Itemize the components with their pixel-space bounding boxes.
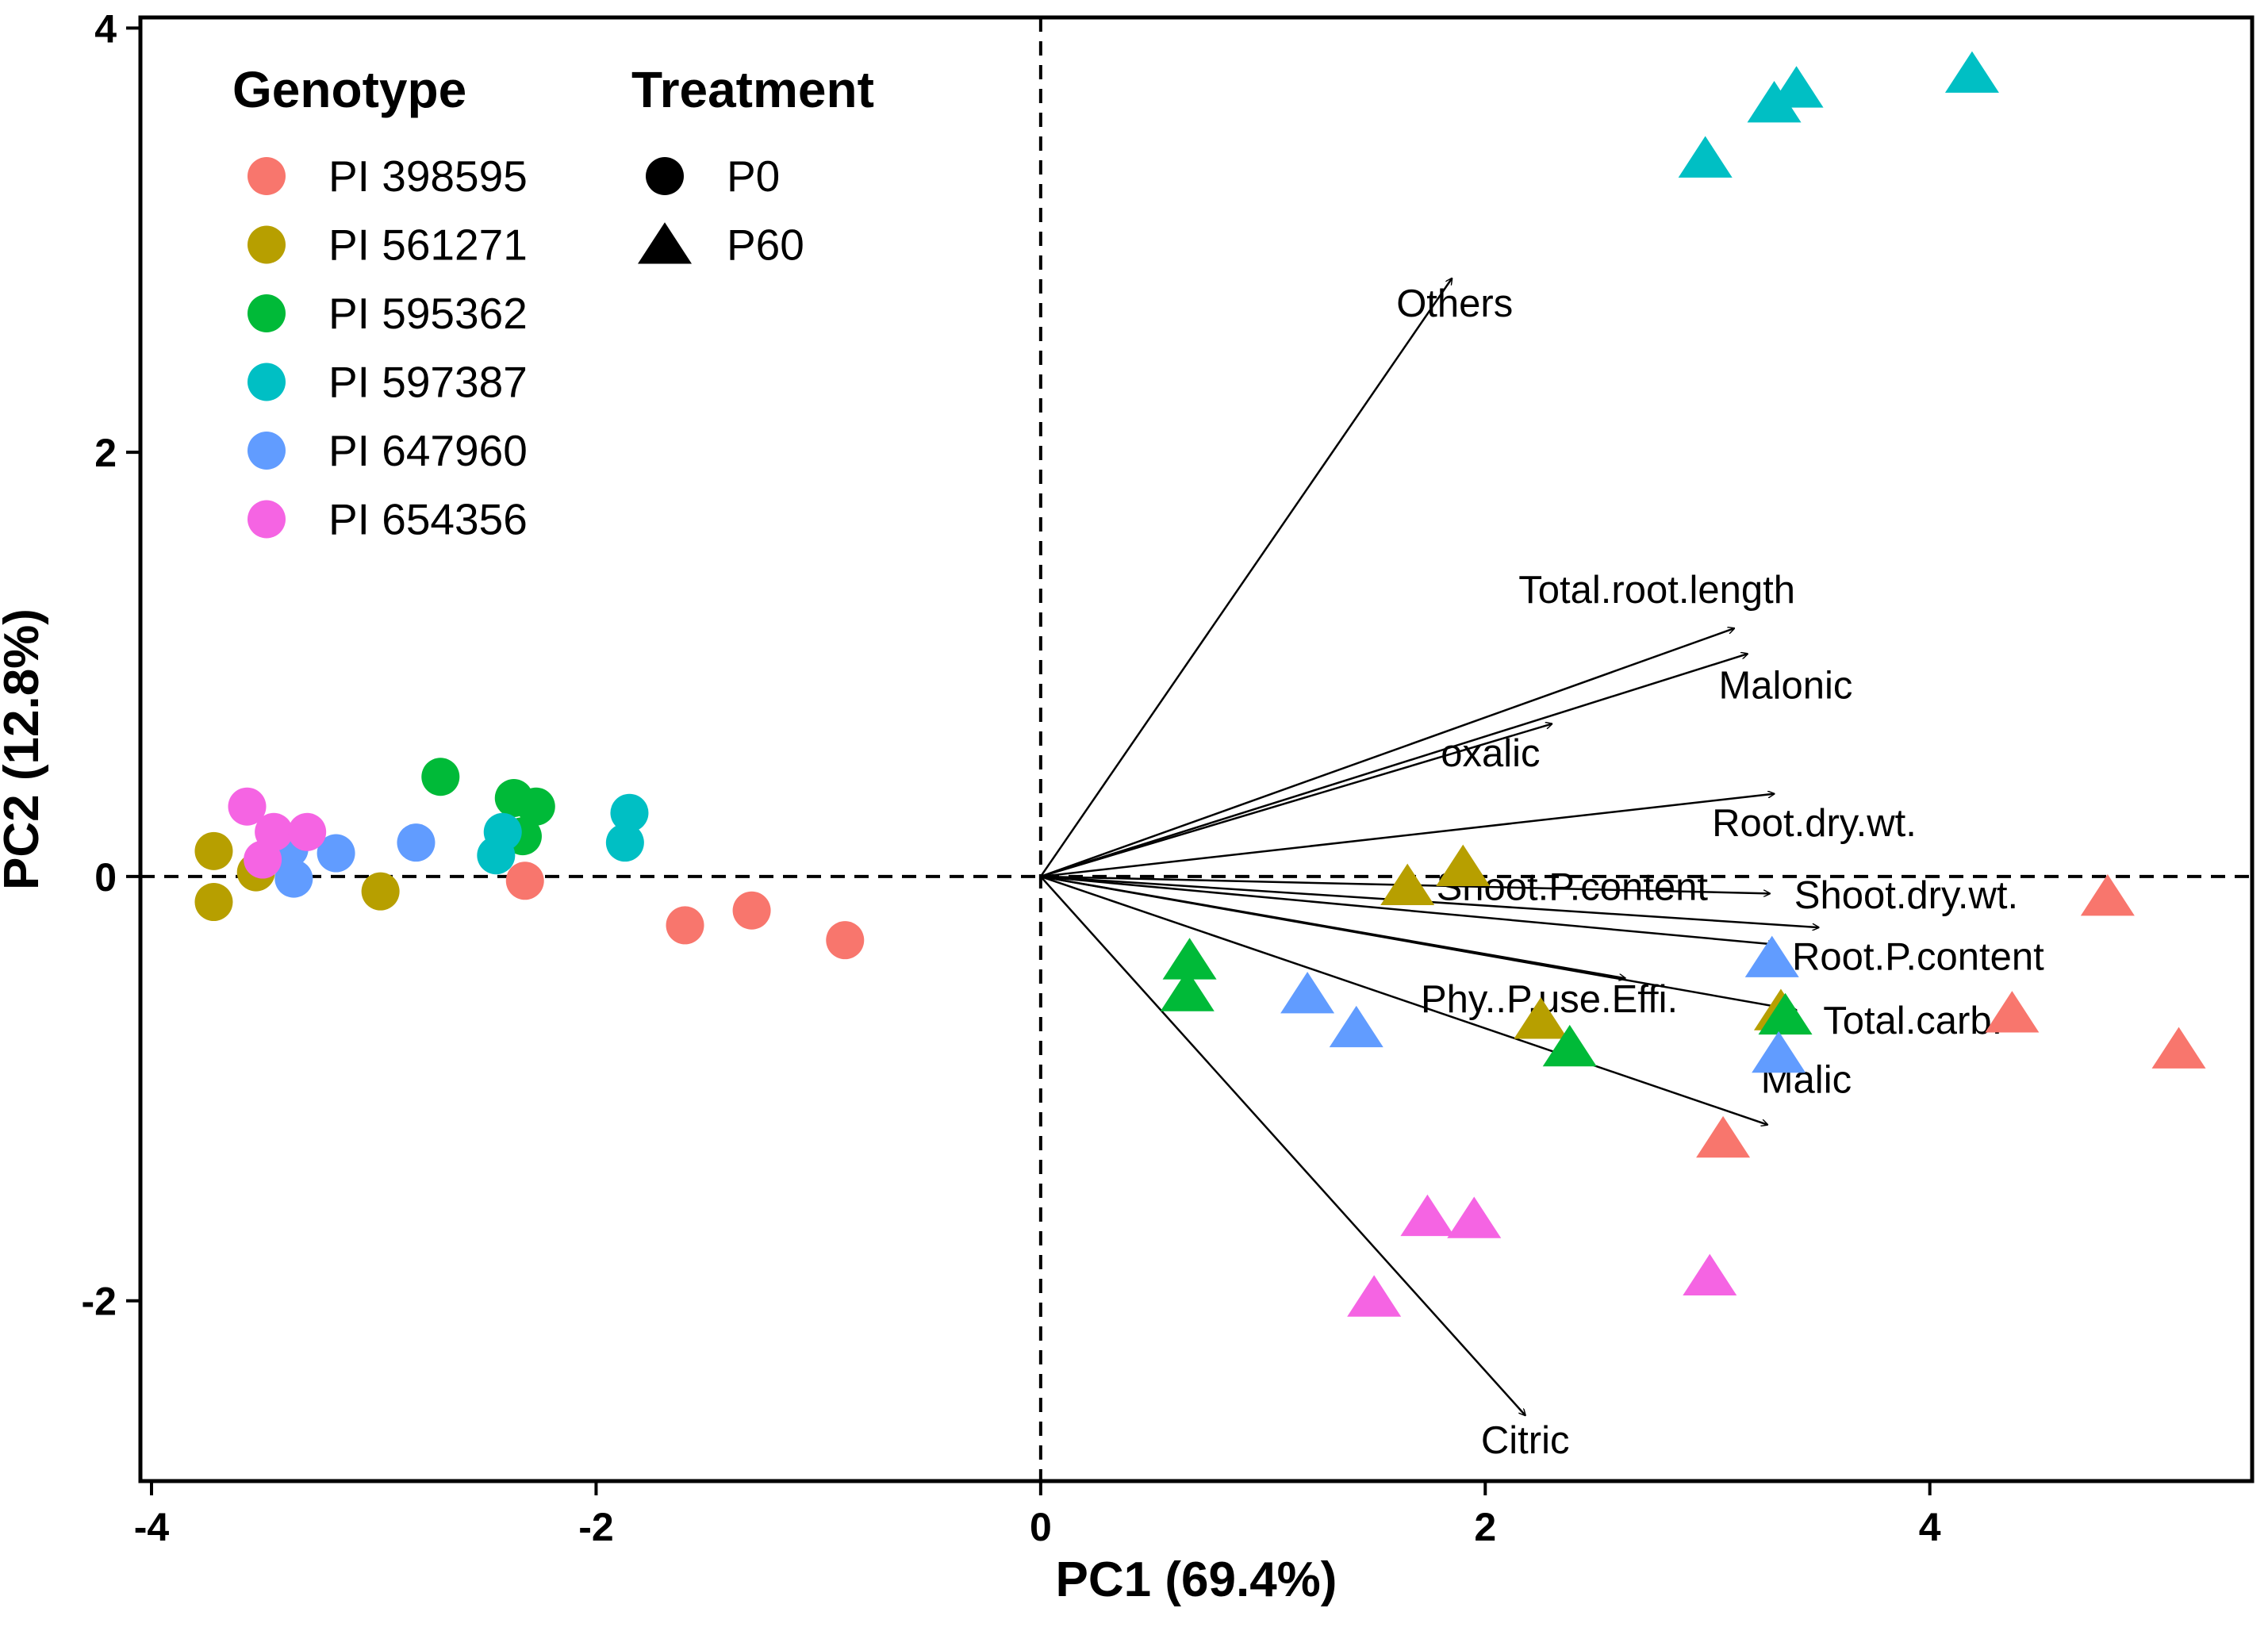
point-p0 <box>361 872 400 911</box>
legend-genotype-title: Genotype <box>232 61 466 118</box>
point-p60 <box>1400 1194 1455 1237</box>
point-p0 <box>244 840 282 879</box>
point-p0 <box>610 793 649 832</box>
point-p60 <box>1944 51 1999 93</box>
legend-genotype-label: PI 561271 <box>328 221 528 270</box>
point-p60 <box>1380 863 1435 906</box>
legend-genotype-label: PI 398595 <box>328 152 528 201</box>
legend-genotype-label: PI 647960 <box>328 426 528 475</box>
y-tick-label: -2 <box>82 1280 117 1324</box>
legend-genotype-label: PI 595362 <box>328 289 528 338</box>
x-tick-label: -2 <box>578 1505 613 1549</box>
point-p60 <box>1436 844 1491 886</box>
loading-label: Root.P.content <box>1792 936 2044 979</box>
x-tick-label: 0 <box>1030 1505 1052 1549</box>
loading-arrow <box>1039 278 1452 877</box>
loading-label: Root.dry.wt. <box>1712 802 1917 845</box>
y-tick-label: 2 <box>94 431 117 475</box>
loading-arrow <box>1039 876 1525 1415</box>
point-p0 <box>516 787 555 826</box>
x-axis-title: PC1 (69.4%) <box>1056 1552 1337 1607</box>
point-p60 <box>2080 874 2135 916</box>
loading-label: Malonic <box>1718 664 1852 707</box>
loading-arrow <box>1040 875 1797 1010</box>
loading-arrows: Others Total.root.length Malonic oxalic Root… <box>1039 278 2044 1462</box>
legend-treatment-key <box>638 222 692 264</box>
x-tick-label: -4 <box>134 1505 170 1549</box>
point-p60 <box>1447 1196 1502 1238</box>
point-p0 <box>317 834 355 873</box>
loading-label: Others <box>1396 282 1513 325</box>
legend-genotype-key <box>248 225 286 264</box>
point-p0 <box>228 787 267 826</box>
point-p0 <box>194 883 233 922</box>
legend-genotype-key <box>248 500 286 539</box>
point-p60 <box>1769 66 1824 108</box>
reference-lines <box>140 17 2252 1481</box>
y-axis-title: PC2 (12.8%) <box>0 608 49 890</box>
y-tick-label: 0 <box>94 855 117 900</box>
loading-arrow <box>1040 875 1775 945</box>
point-p0 <box>605 823 644 862</box>
panel-border <box>138 15 2255 1483</box>
loading-label: Citric <box>1481 1419 1570 1462</box>
point-p60 <box>1514 997 1568 1039</box>
legend-treatment-key <box>646 157 684 195</box>
point-p0 <box>288 812 327 851</box>
loading-arrow <box>1040 654 1748 878</box>
loading-label: Shoot.dry.wt. <box>1794 874 2018 917</box>
legend-genotype-key <box>248 432 286 470</box>
point-p60 <box>1683 1253 1737 1296</box>
legend-genotype-key <box>248 157 286 195</box>
point-p0 <box>194 831 233 870</box>
x-tick-label: 4 <box>1919 1505 1941 1549</box>
data-points <box>194 51 2206 1317</box>
point-p60 <box>1696 1115 1751 1158</box>
point-p0 <box>732 891 771 930</box>
point-p60 <box>1329 1005 1383 1048</box>
point-p60 <box>1758 992 1813 1035</box>
legend-treatment-label: P0 <box>727 152 780 201</box>
point-p60 <box>1542 1024 1597 1067</box>
legend-genotype-key <box>248 363 286 401</box>
loading-arrow <box>1040 794 1775 878</box>
point-p60 <box>1280 972 1335 1014</box>
point-p60 <box>1160 969 1215 1011</box>
point-p60 <box>1744 935 1799 977</box>
point-p0 <box>397 823 436 862</box>
loading-label: oxalic <box>1441 732 1540 775</box>
loading-arrow <box>1040 628 1734 878</box>
point-p60 <box>1162 938 1217 980</box>
point-p0 <box>666 906 704 945</box>
point-p60 <box>1752 1030 1806 1073</box>
loading-label: Shoot.P.content <box>1437 865 1709 908</box>
legend-genotype-label: PI 597387 <box>328 358 528 407</box>
point-p0 <box>826 921 865 960</box>
point-p60 <box>1347 1275 1402 1317</box>
loading-arrow <box>1040 875 1767 1125</box>
axis-ticks: -4 -2 0 2 4 -2 0 2 4 <box>82 6 1941 1549</box>
legend-genotype-key <box>248 294 286 332</box>
loading-label: Total.root.length <box>1518 569 1795 612</box>
point-p0 <box>477 836 516 875</box>
loading-label: Total.carb. <box>1823 1000 2002 1042</box>
legend: Genotype Treatment PI 398595 PI 561271 PI … <box>232 61 874 544</box>
point-p60 <box>1678 136 1733 178</box>
legend-genotype-label: PI 654356 <box>328 495 528 544</box>
point-p0 <box>421 758 460 796</box>
legend-treatment-label: P60 <box>727 221 804 270</box>
x-tick-label: 2 <box>1474 1505 1496 1549</box>
point-p60 <box>2151 1027 2206 1069</box>
y-tick-label: 4 <box>94 6 117 51</box>
loading-arrow <box>1040 723 1552 878</box>
point-p60 <box>1985 991 2040 1033</box>
point-p0 <box>274 859 313 898</box>
legend-treatment-title: Treatment <box>631 61 874 118</box>
point-p0 <box>505 862 544 900</box>
